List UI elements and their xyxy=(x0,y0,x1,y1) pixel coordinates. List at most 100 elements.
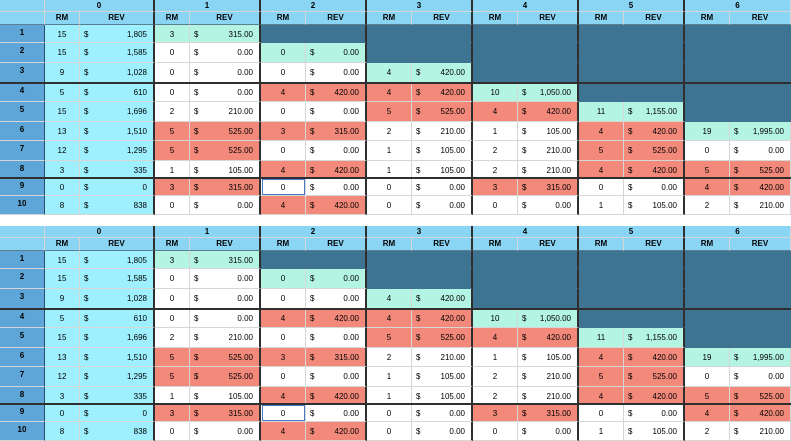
currency-cell[interactable]: $ xyxy=(412,102,422,122)
empty-cell[interactable] xyxy=(579,43,685,63)
empty-cell[interactable] xyxy=(685,328,791,348)
rm-cell[interactable]: 11 xyxy=(579,328,624,348)
rev-cell[interactable]: 210.00 xyxy=(740,196,791,215)
rev-cell[interactable]: 0.00 xyxy=(316,63,367,83)
col-header-rev[interactable]: REV xyxy=(730,238,791,251)
col-header-rev[interactable]: REV xyxy=(190,238,261,251)
rm-cell[interactable]: 1 xyxy=(155,161,190,178)
currency-cell[interactable]: $ xyxy=(80,387,90,404)
row-header[interactable]: 5 xyxy=(0,102,45,122)
empty-cell[interactable] xyxy=(579,25,685,43)
rm-cell[interactable]: 5 xyxy=(155,367,190,387)
rm-cell[interactable]: 3 xyxy=(473,178,518,196)
currency-cell[interactable]: $ xyxy=(190,178,200,196)
rev-cell[interactable]: 0.00 xyxy=(200,269,261,289)
rev-cell[interactable]: 315.00 xyxy=(528,178,579,196)
currency-cell[interactable]: $ xyxy=(624,404,634,422)
currency-cell[interactable]: $ xyxy=(518,161,528,178)
rm-cell[interactable]: 4 xyxy=(261,83,306,102)
rev-cell[interactable]: 1,805 xyxy=(90,251,155,269)
rev-cell[interactable]: 525.00 xyxy=(422,328,473,348)
group-header-6[interactable]: 6 xyxy=(685,0,791,12)
rev-cell[interactable]: 838 xyxy=(90,196,155,215)
rm-cell[interactable]: 4 xyxy=(367,289,412,309)
currency-cell[interactable]: $ xyxy=(518,122,528,141)
currency-cell[interactable]: $ xyxy=(306,122,316,141)
row-header[interactable]: 7 xyxy=(0,367,45,387)
rev-cell[interactable]: 525.00 xyxy=(740,387,791,404)
rev-cell[interactable]: 0.00 xyxy=(316,289,367,309)
currency-cell[interactable]: $ xyxy=(518,328,528,348)
col-header-rm[interactable]: RM xyxy=(45,12,80,25)
rm-cell[interactable]: 2 xyxy=(685,422,730,441)
currency-cell[interactable]: $ xyxy=(730,387,740,404)
rev-cell[interactable]: 420.00 xyxy=(634,387,685,404)
rev-cell[interactable]: 1,585 xyxy=(90,43,155,63)
rm-cell[interactable]: 0 xyxy=(155,289,190,309)
currency-cell[interactable]: $ xyxy=(518,83,528,102)
currency-cell[interactable]: $ xyxy=(80,196,90,215)
row-header[interactable]: 10 xyxy=(0,196,45,215)
rm-cell[interactable]: 15 xyxy=(45,25,80,43)
rm-cell[interactable]: 4 xyxy=(685,404,730,422)
rev-cell[interactable]: 420.00 xyxy=(528,102,579,122)
rm-cell[interactable]: 5 xyxy=(45,309,80,328)
currency-cell[interactable]: $ xyxy=(190,43,200,63)
currency-cell[interactable]: $ xyxy=(80,404,90,422)
rev-cell[interactable]: 105.00 xyxy=(422,141,473,161)
row-header[interactable]: 2 xyxy=(0,43,45,63)
row-header[interactable]: 7 xyxy=(0,141,45,161)
currency-cell[interactable]: $ xyxy=(80,25,90,43)
rev-cell[interactable]: 0.00 xyxy=(422,178,473,196)
currency-cell[interactable]: $ xyxy=(80,161,90,178)
row-header[interactable]: 1 xyxy=(0,251,45,269)
rm-cell[interactable]: 0 xyxy=(155,43,190,63)
currency-cell[interactable]: $ xyxy=(624,178,634,196)
rm-cell[interactable]: 0 xyxy=(155,309,190,328)
rev-cell[interactable]: 0.00 xyxy=(422,422,473,441)
rev-cell[interactable]: 210.00 xyxy=(528,141,579,161)
currency-cell[interactable]: $ xyxy=(730,348,740,367)
rm-cell[interactable]: 2 xyxy=(473,387,518,404)
rev-cell[interactable]: 315.00 xyxy=(200,25,261,43)
rm-cell[interactable]: 1 xyxy=(367,387,412,404)
rev-cell[interactable]: 420.00 xyxy=(316,422,367,441)
rev-cell[interactable]: 1,805 xyxy=(90,25,155,43)
currency-cell[interactable]: $ xyxy=(190,404,200,422)
rm-cell[interactable]: 3 xyxy=(473,404,518,422)
rev-cell[interactable]: 610 xyxy=(90,83,155,102)
currency-cell[interactable]: $ xyxy=(412,422,422,441)
empty-cell[interactable] xyxy=(685,83,791,102)
rm-cell[interactable]: 9 xyxy=(45,289,80,309)
currency-cell[interactable]: $ xyxy=(306,63,316,83)
rev-cell[interactable]: 420.00 xyxy=(740,178,791,196)
currency-cell[interactable]: $ xyxy=(412,63,422,83)
rev-cell[interactable]: 0.00 xyxy=(316,367,367,387)
rev-cell[interactable]: 420.00 xyxy=(316,83,367,102)
rev-cell[interactable]: 315.00 xyxy=(528,404,579,422)
currency-cell[interactable]: $ xyxy=(80,348,90,367)
currency-cell[interactable]: $ xyxy=(518,367,528,387)
group-header-4[interactable]: 4 xyxy=(473,0,579,12)
currency-cell[interactable]: $ xyxy=(80,63,90,83)
empty-cell[interactable] xyxy=(685,269,791,289)
col-header-rev[interactable]: REV xyxy=(306,238,367,251)
empty-cell[interactable] xyxy=(473,43,579,63)
rev-cell[interactable]: 0.00 xyxy=(316,328,367,348)
rm-cell[interactable]: 4 xyxy=(367,309,412,328)
currency-cell[interactable]: $ xyxy=(306,196,316,215)
rm-cell[interactable]: 0 xyxy=(261,43,306,63)
rm-cell[interactable]: 10 xyxy=(473,83,518,102)
currency-cell[interactable]: $ xyxy=(412,404,422,422)
rm-cell[interactable]: 0 xyxy=(367,178,412,196)
rev-cell[interactable]: 0.00 xyxy=(634,178,685,196)
currency-cell[interactable]: $ xyxy=(730,367,740,387)
currency-cell[interactable]: $ xyxy=(80,328,90,348)
empty-cell[interactable] xyxy=(685,251,791,269)
rev-cell[interactable]: 105.00 xyxy=(200,387,261,404)
rev-cell[interactable]: 210.00 xyxy=(422,348,473,367)
rev-cell[interactable]: 1,510 xyxy=(90,348,155,367)
rev-cell[interactable]: 0.00 xyxy=(200,289,261,309)
rev-cell[interactable]: 420.00 xyxy=(634,348,685,367)
row-header[interactable]: 9 xyxy=(0,404,45,422)
